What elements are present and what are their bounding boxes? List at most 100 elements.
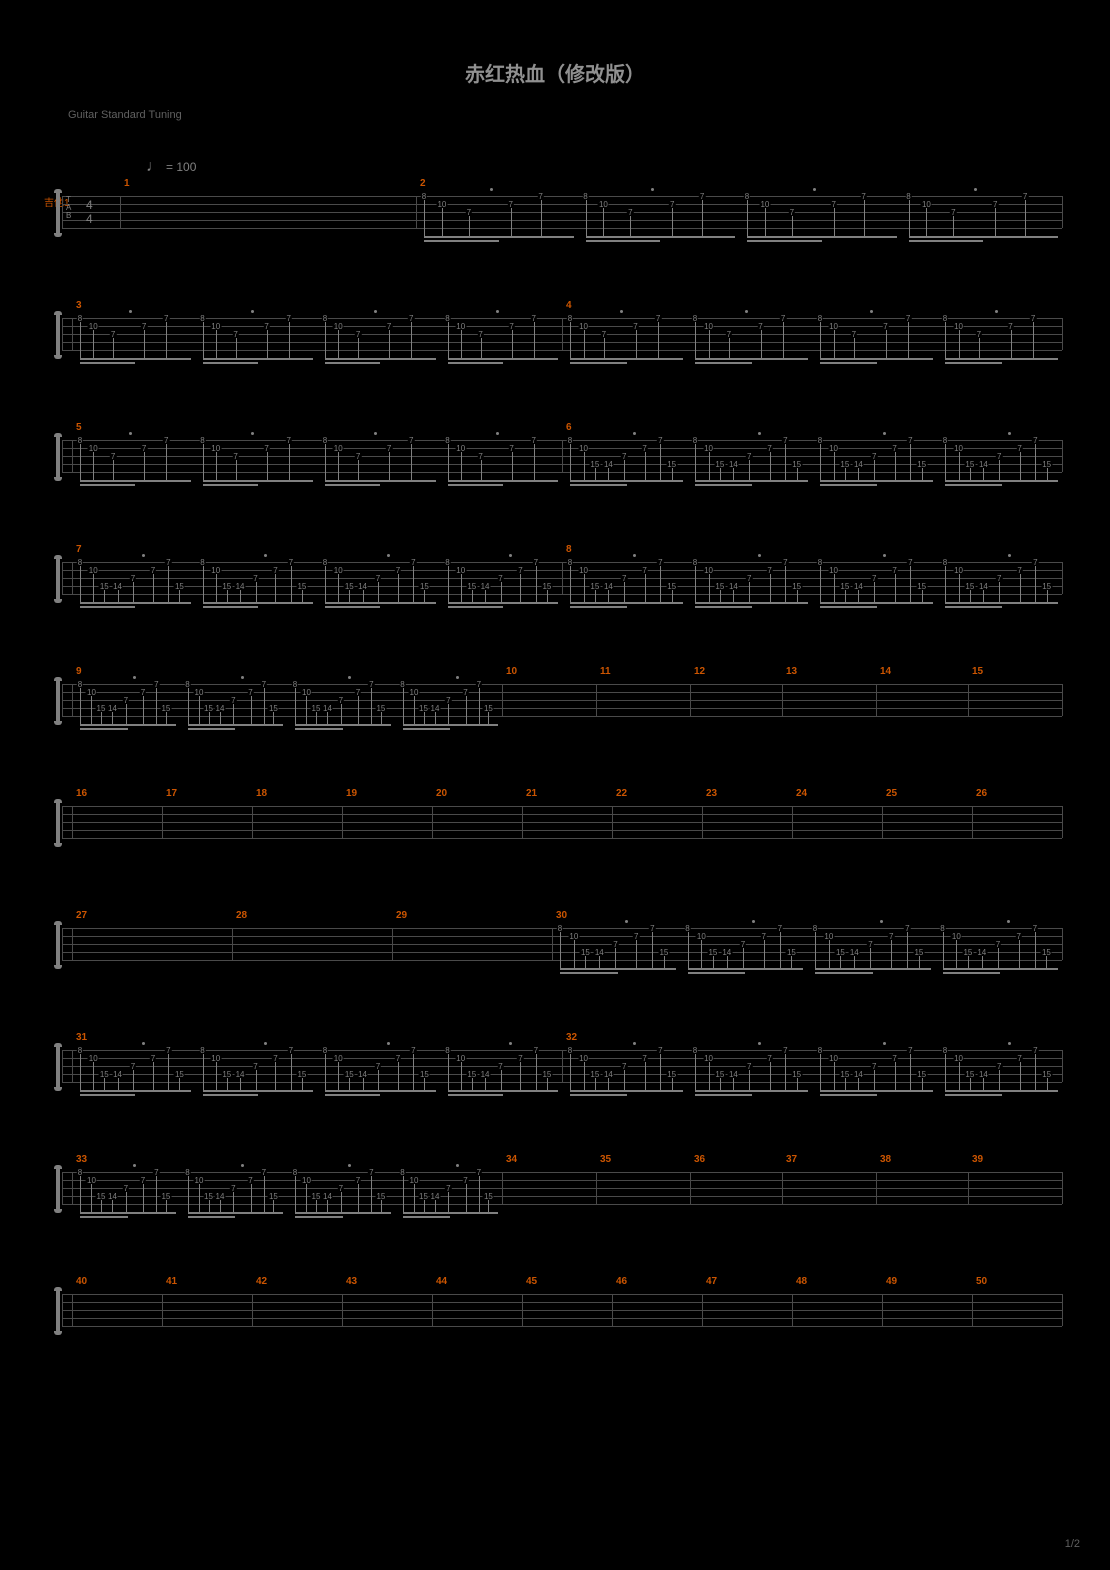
- beam: [909, 236, 1059, 238]
- staccato-dot: [241, 676, 244, 679]
- note-stem: [570, 566, 571, 604]
- beam: [325, 484, 380, 486]
- measure-number: 13: [786, 666, 797, 677]
- note-stem: [341, 1192, 342, 1214]
- tab-clef: TAB: [66, 196, 72, 220]
- measure-number: 22: [616, 788, 627, 799]
- note-stem: [743, 948, 744, 970]
- note-stem: [91, 696, 92, 726]
- note-stem: [302, 590, 303, 604]
- beam: [560, 972, 618, 974]
- barline: [596, 684, 597, 716]
- note-stem: [834, 1062, 835, 1092]
- measure-number: 2: [420, 178, 426, 189]
- note-stem: [144, 452, 145, 482]
- note-stem: [945, 322, 946, 360]
- beam: [945, 602, 1058, 604]
- note-stem: [520, 574, 521, 604]
- barline: [968, 684, 969, 716]
- note-stem: [570, 444, 571, 482]
- note-stem: [959, 574, 960, 604]
- staff-line: [62, 220, 1062, 221]
- staff-line: [62, 1188, 1062, 1189]
- barline: [972, 806, 973, 838]
- beam: [570, 1094, 627, 1096]
- staccato-dot: [241, 1164, 244, 1167]
- staff-line: [62, 204, 1062, 205]
- note-stem: [983, 590, 984, 604]
- note-stem: [945, 1054, 946, 1092]
- tempo-value: = 100: [166, 160, 196, 174]
- staccato-dot: [620, 310, 623, 313]
- note-stem: [80, 566, 81, 604]
- measure-number: 39: [972, 1154, 983, 1165]
- note-stem: [1020, 452, 1021, 482]
- beam: [570, 362, 627, 364]
- barline: [876, 1172, 877, 1204]
- note-stem: [1033, 322, 1034, 360]
- beam: [325, 1090, 436, 1092]
- note-stem: [1035, 1054, 1036, 1092]
- note-stem: [922, 468, 923, 482]
- note-stem: [770, 452, 771, 482]
- note-stem: [747, 200, 748, 238]
- note-stem: [547, 1078, 548, 1092]
- note-stem: [599, 956, 600, 970]
- note-stem: [227, 590, 228, 604]
- note-stem: [481, 460, 482, 482]
- barline: [432, 1294, 433, 1326]
- note-stem: [289, 322, 290, 360]
- note-stem: [695, 322, 696, 360]
- staccato-dot: [496, 310, 499, 313]
- note-stem: [220, 712, 221, 726]
- measure-number: 44: [436, 1276, 447, 1287]
- beam: [80, 606, 135, 608]
- note-stem: [785, 444, 786, 482]
- note-stem: [919, 956, 920, 970]
- note-stem: [236, 460, 237, 482]
- staccato-dot: [490, 188, 493, 191]
- barline: [612, 806, 613, 838]
- barline: [72, 928, 73, 960]
- beam: [188, 1212, 284, 1214]
- measure-number: 47: [706, 1276, 717, 1287]
- beam: [403, 1216, 451, 1218]
- note-stem: [891, 940, 892, 970]
- staccato-dot: [348, 1164, 351, 1167]
- note-stem: [695, 1054, 696, 1092]
- note-stem: [413, 566, 414, 604]
- beam: [203, 480, 314, 482]
- note-stem: [363, 590, 364, 604]
- staff-line: [62, 1180, 1062, 1181]
- note-stem: [413, 1054, 414, 1092]
- note-stem: [327, 1200, 328, 1214]
- note-stem: [834, 208, 835, 238]
- note-stem: [688, 932, 689, 970]
- measure-number: 9: [76, 666, 82, 677]
- note-stem: [371, 1176, 372, 1214]
- measure-number: 10: [506, 666, 517, 677]
- measure-number: 43: [346, 1276, 357, 1287]
- staccato-dot: [1007, 920, 1010, 923]
- staccato-dot: [1008, 1042, 1011, 1045]
- tab-staff: [62, 806, 1062, 838]
- system-bracket: [56, 1046, 60, 1088]
- note-stem: [168, 1054, 169, 1092]
- beam: [424, 240, 499, 242]
- note-stem: [341, 704, 342, 726]
- note-stem: [570, 322, 571, 360]
- note-stem: [448, 566, 449, 604]
- beam: [295, 724, 391, 726]
- measure-number: 42: [256, 1276, 267, 1287]
- barline: [342, 1294, 343, 1326]
- note-stem: [672, 208, 673, 238]
- measure-number: 14: [880, 666, 891, 677]
- note-stem: [461, 330, 462, 360]
- staccato-dot: [133, 676, 136, 679]
- beam: [570, 602, 683, 604]
- beam: [448, 358, 559, 360]
- note-stem: [424, 1200, 425, 1214]
- note-stem: [227, 1078, 228, 1092]
- beam: [560, 968, 676, 970]
- note-stem: [820, 444, 821, 482]
